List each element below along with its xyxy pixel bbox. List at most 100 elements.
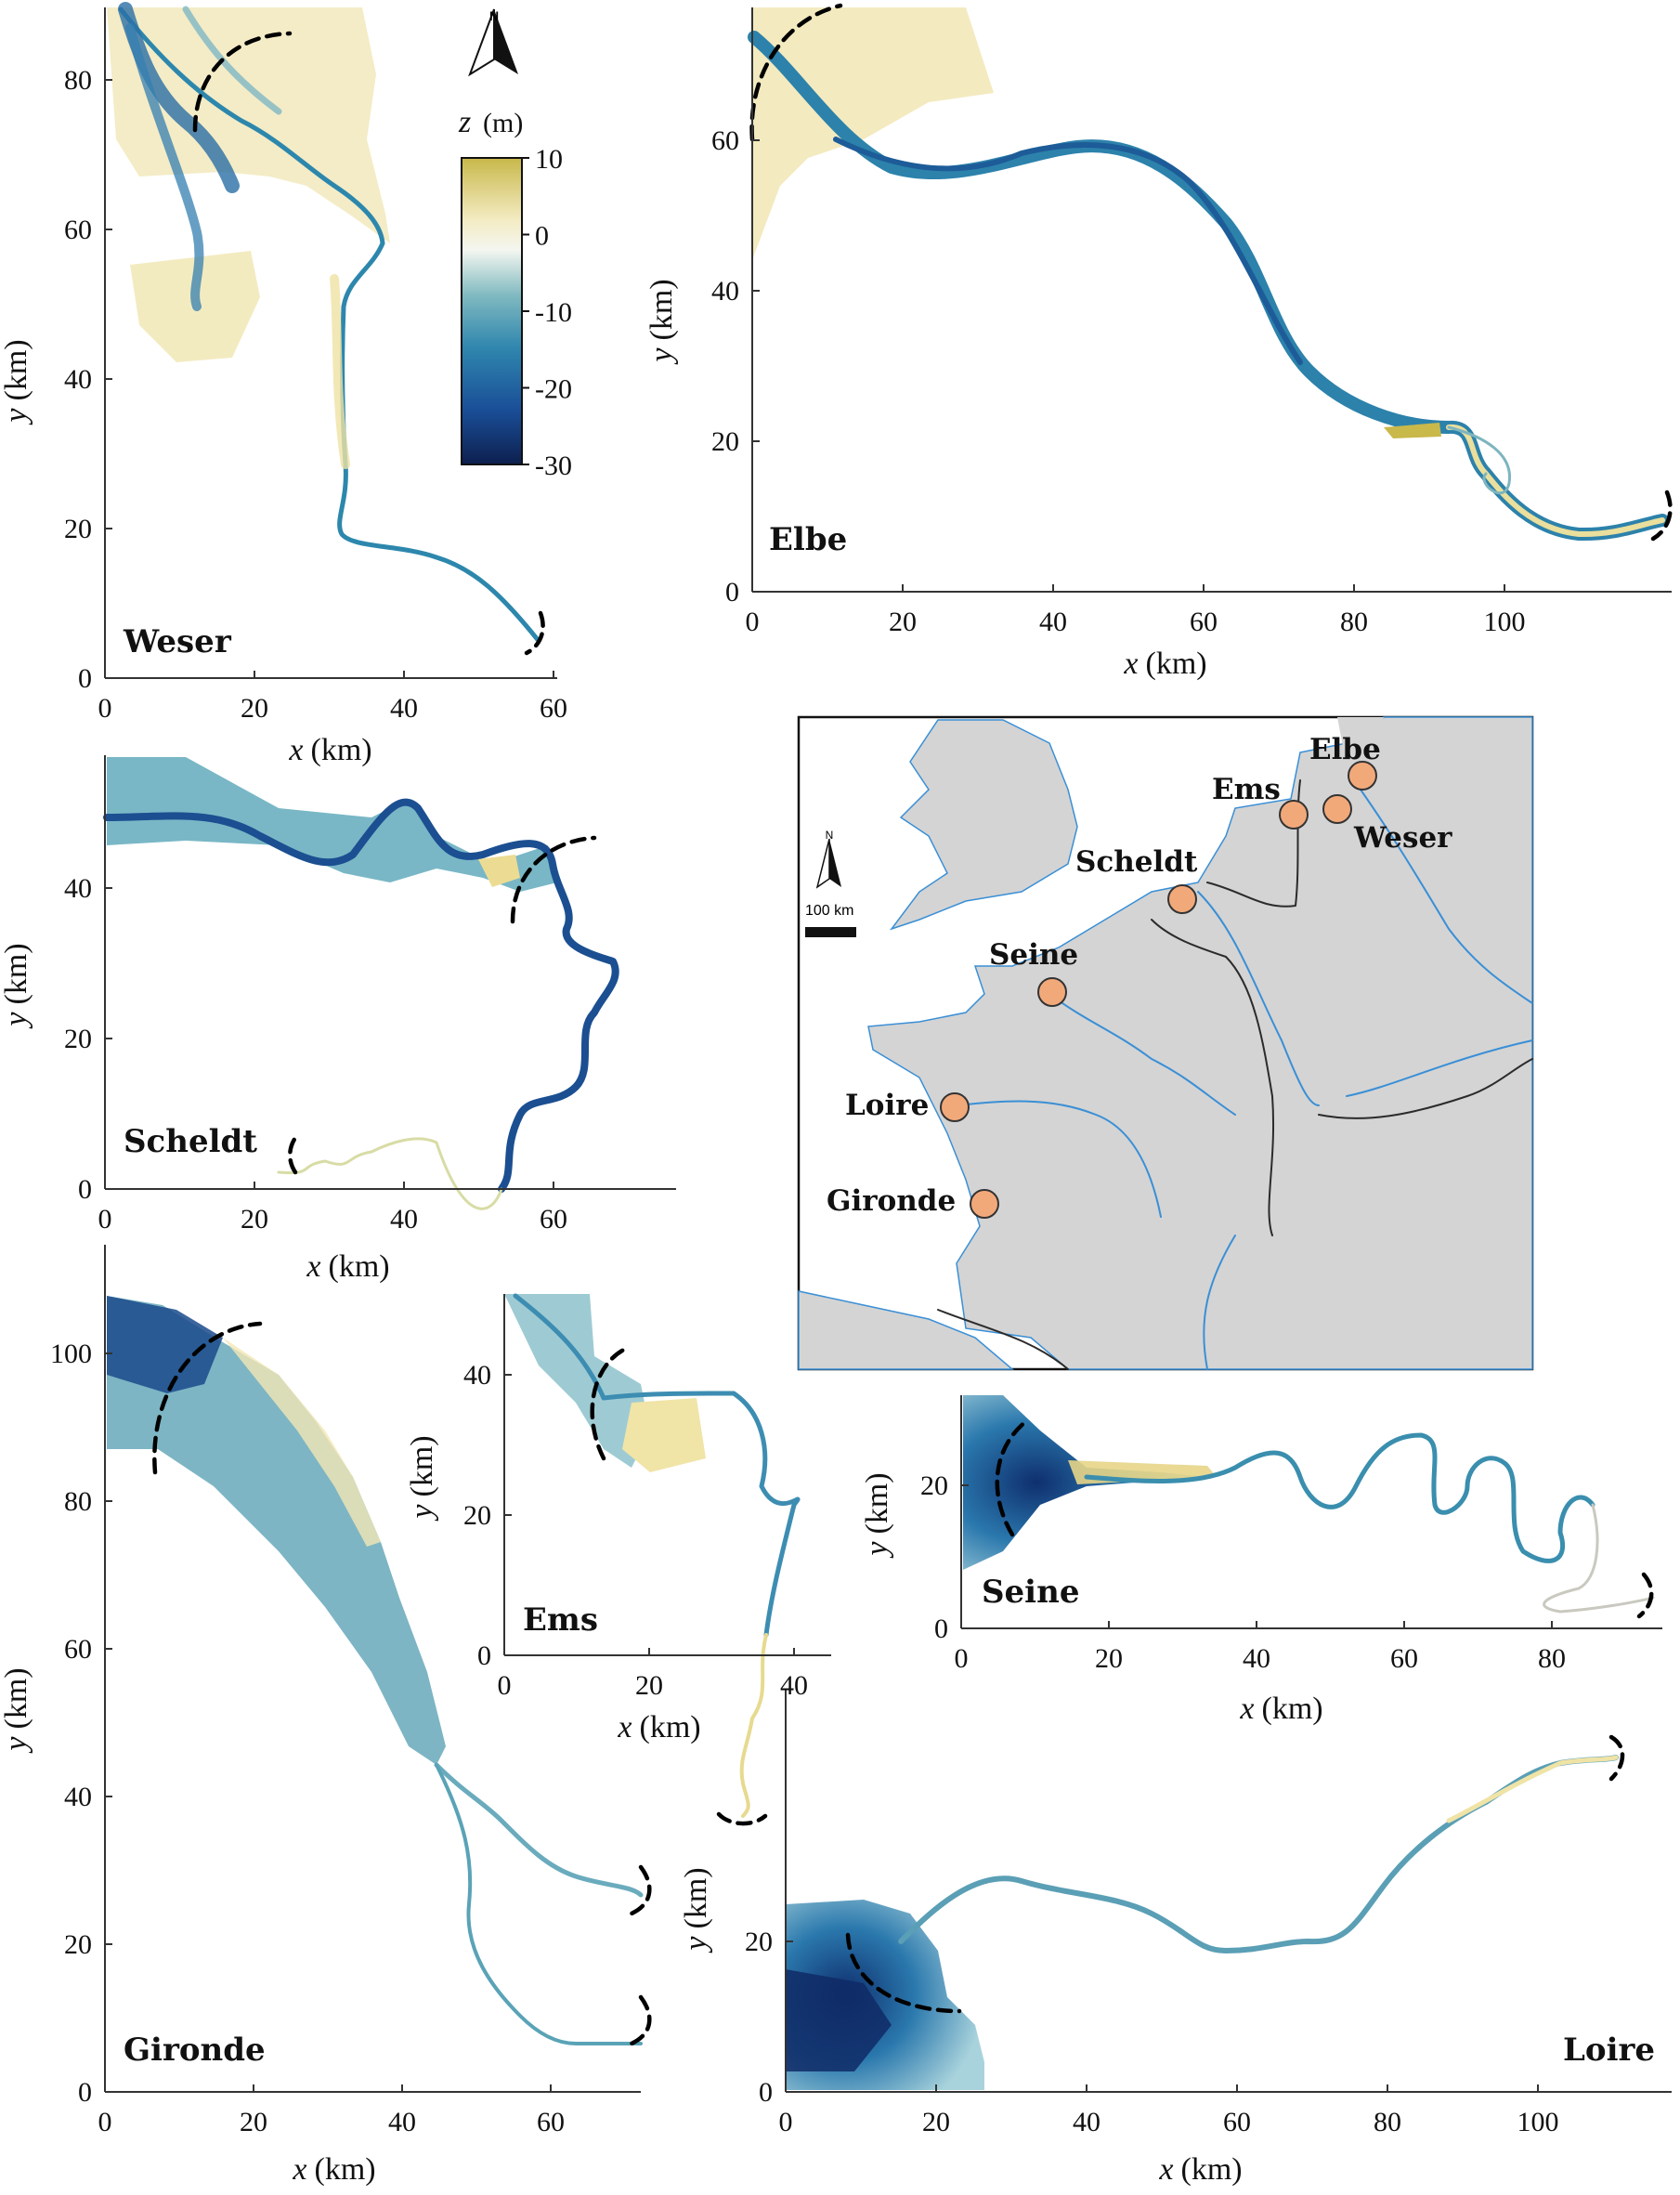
elbe-head-arc [1650, 490, 1673, 542]
seine-head-arc [1636, 1572, 1654, 1619]
weser-ytick-label: 60 [64, 215, 92, 245]
seine-y-axis-unit: (km) [860, 1472, 894, 1534]
ems-xtick-label: 40 [780, 1670, 808, 1701]
gironde-ytick-label: 100 [50, 1339, 92, 1369]
weser-y-axis-unit: (km) [0, 339, 33, 400]
gironde-y-axis-label: y (km) [0, 1667, 33, 1753]
scheldt-panel-name: Scheldt [124, 1123, 257, 1160]
scheldt-x-axis-var: x [306, 1249, 320, 1284]
colorbar-gradient [461, 157, 523, 465]
panel-europe-map: N 100 km [797, 715, 1534, 1371]
map-marker-weser [1322, 794, 1352, 824]
scheldt-sand-patch [478, 855, 520, 887]
elbe-y-axis-unit: (km) [645, 279, 679, 340]
elbe-xtick-label: 40 [1039, 607, 1067, 637]
ems-xtick-label: 0 [498, 1670, 512, 1701]
seine-panel-name: Seine [982, 1574, 1079, 1611]
scheldt-xtick-label: 0 [98, 1204, 112, 1235]
map-marker-gironde [970, 1189, 999, 1219]
gironde-panel-name: Gironde [124, 2032, 266, 2069]
map-label-seine: Seine [989, 938, 1078, 972]
map-scale-bar [805, 927, 856, 937]
map-label-elbe: Elbe [1309, 733, 1381, 766]
seine-xtick-label: 20 [1095, 1643, 1123, 1674]
scheldt-x-axis-unit: (km) [329, 1249, 390, 1284]
ems-dollard-flats [622, 1398, 706, 1472]
loire-upper-river [1446, 1755, 1619, 1823]
gironde-x-axis-unit: (km) [315, 2152, 376, 2187]
seine-mouth-arc [995, 1418, 1029, 1537]
map-north-arrow-dark [829, 839, 841, 887]
weser-head-arc [524, 610, 545, 656]
ems-upper-river [739, 1633, 768, 1818]
panel-loire [785, 1689, 1672, 2093]
colorbar-tick-label: -10 [535, 297, 572, 328]
gironde-ytick-label: 60 [64, 1634, 92, 1665]
panel-scheldt [103, 755, 676, 1210]
scheldt-ytick-label: 40 [64, 873, 92, 904]
gironde-dordogne [434, 1762, 644, 1898]
gironde-y-axis-unit: (km) [0, 1667, 33, 1729]
elbe-upper-river [1446, 424, 1665, 538]
weser-marsh-strip [330, 274, 350, 469]
gironde-xtick-label: 60 [537, 2107, 565, 2137]
loire-y-axis-unit: (km) [679, 1867, 713, 1928]
elbe-deep-channel [833, 137, 1303, 365]
gironde-ytick-label: 20 [64, 1929, 92, 1960]
map-label-ems: Ems [1212, 773, 1281, 806]
scheldt-xtick-label: 20 [241, 1204, 268, 1235]
panel-elbe [748, 3, 1673, 593]
map-scale-label: 100 km [805, 903, 853, 919]
gironde-y-axis-var: y [0, 1736, 33, 1754]
panel-ems [503, 1293, 831, 1826]
map-label-weser: Weser [1353, 821, 1452, 855]
scheldt-head-arc [288, 1132, 300, 1175]
map-marker-loire [940, 1092, 970, 1122]
north-label: N [489, 8, 499, 23]
colorbar-label-var: z [458, 105, 471, 139]
weser-x-axis-var: x [288, 733, 303, 767]
scheldt-ytick-label: 20 [64, 1024, 92, 1054]
seine-main-channel [1084, 1432, 1595, 1563]
elbe-xtick-label: 80 [1340, 607, 1368, 637]
ems-main-channel [513, 1293, 801, 1638]
elbe-x-axis-var: x [1123, 647, 1138, 681]
loire-head-arc [1608, 1734, 1625, 1782]
seine-y-axis-label: y (km) [860, 1472, 894, 1558]
weser-x-axis-label: x (km) [288, 733, 371, 767]
elbe-sand-patch [1384, 423, 1441, 438]
map-marker-scheldt [1167, 884, 1197, 914]
map-river-seine [1048, 993, 1236, 1116]
gironde-sand-edge [223, 1338, 381, 1547]
map-river-rhone [1203, 1235, 1236, 1370]
loire-x-axis-unit: (km) [1181, 2152, 1243, 2187]
elbe-ytick-label: 40 [711, 276, 739, 307]
elbe-xtick-label: 0 [746, 607, 760, 637]
colorbar-tick-label: -20 [535, 374, 572, 405]
ems-x-axis-label: x (km) [617, 1710, 700, 1744]
seine-ytick-label: 0 [934, 1614, 948, 1644]
ems-ytick-label: 40 [463, 1360, 491, 1391]
loire-x-axis-label: x (km) [1158, 2152, 1242, 2187]
seine-x-axis-label: x (km) [1239, 1692, 1322, 1726]
map-river-danube [1346, 1039, 1533, 1097]
map-border-east [1318, 1058, 1533, 1119]
seine-xtick-label: 80 [1538, 1643, 1566, 1674]
scheldt-estuary-body [107, 757, 557, 892]
elbe-upper-loop [1447, 425, 1512, 495]
map-marker-ems [1279, 800, 1309, 830]
scheldt-xtick-label: 60 [540, 1204, 567, 1235]
colorbar-tick-label: 10 [535, 144, 563, 175]
loire-mouth-arc [845, 1932, 962, 2014]
gironde-deep-mouth [107, 1296, 223, 1393]
ems-xtick-label: 20 [635, 1670, 663, 1701]
map-border-france-germany [1151, 919, 1275, 1236]
seine-xtick-label: 60 [1390, 1643, 1418, 1674]
weser-ytick-label: 40 [64, 364, 92, 395]
weser-ytick-label: 0 [78, 663, 92, 694]
ems-mouth-arc [590, 1344, 632, 1461]
weser-xtick-label: 60 [540, 693, 567, 724]
elbe-y-axis-var: y [645, 347, 679, 365]
weser-mouth-arc [192, 31, 293, 133]
gironde-ytick-label: 40 [64, 1782, 92, 1812]
